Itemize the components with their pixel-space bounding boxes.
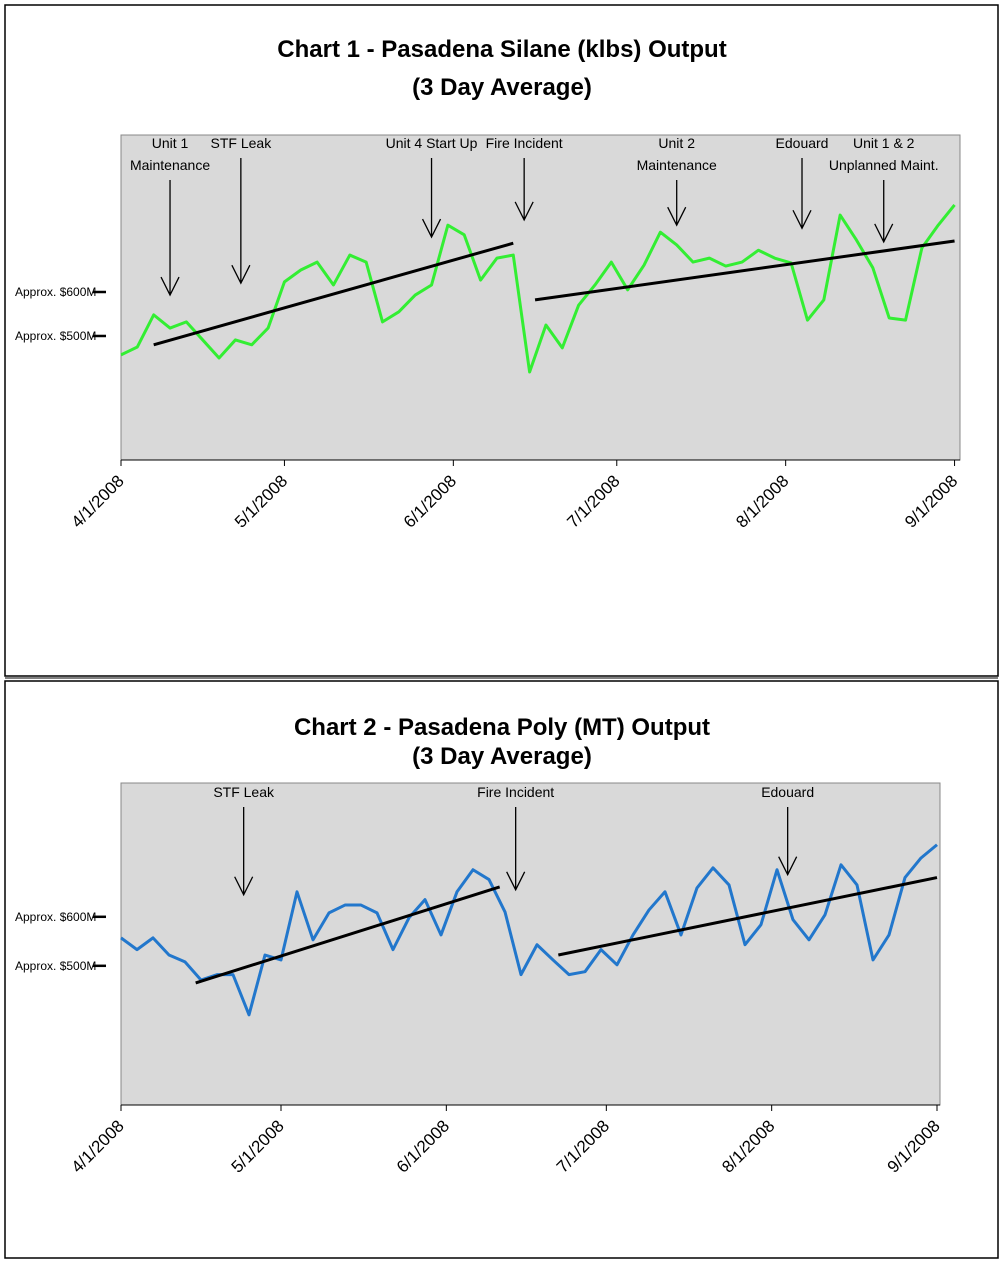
annotation-text: Unit 1 & 2 bbox=[853, 135, 915, 151]
y-tick-label: Approx. $600M bbox=[15, 285, 96, 299]
annotation-text: STF Leak bbox=[213, 784, 275, 800]
trendline bbox=[558, 876, 938, 957]
annotation-text: STF Leak bbox=[211, 135, 273, 151]
annotation-text: Unit 2 bbox=[658, 135, 695, 151]
chart-title: (3 Day Average) bbox=[412, 743, 592, 770]
annotation-text: Edouard bbox=[761, 784, 814, 800]
data-line bbox=[120, 203, 956, 374]
chart-title: Chart 2 - Pasadena Poly (MT) Output bbox=[294, 714, 710, 741]
y-tick-label: Approx. $500M bbox=[15, 959, 96, 973]
annotation-text: Fire Incident bbox=[486, 135, 563, 151]
annotation-arrow bbox=[231, 158, 251, 285]
annotation-arrow bbox=[874, 180, 894, 244]
trendline bbox=[195, 885, 501, 985]
annotation-text: Maintenance bbox=[130, 157, 210, 173]
annotation-arrow bbox=[234, 807, 254, 897]
annotation-arrow bbox=[778, 807, 798, 877]
chart-title: Chart 1 - Pasadena Silane (klbs) Output bbox=[277, 36, 726, 63]
y-tick-label: Approx. $600M bbox=[15, 910, 96, 924]
annotation-text: Unit 1 bbox=[152, 135, 189, 151]
data-line bbox=[120, 843, 938, 1017]
trendline bbox=[153, 241, 514, 347]
annotation-text: Maintenance bbox=[637, 157, 717, 173]
annotation-text: Edouard bbox=[776, 135, 829, 151]
annotation-arrow bbox=[160, 180, 180, 297]
annotation-arrow bbox=[792, 158, 812, 230]
annotation-arrow bbox=[421, 158, 442, 239]
chart-title: (3 Day Average) bbox=[412, 74, 592, 101]
annotation-text: Unplanned Maint. bbox=[829, 157, 939, 173]
annotation-arrow bbox=[514, 158, 534, 222]
y-tick-label: Approx. $500M bbox=[15, 329, 96, 343]
annotation-arrow bbox=[506, 807, 526, 892]
plot-area bbox=[120, 134, 961, 461]
plot-area bbox=[120, 782, 941, 1106]
annotation-text: Unit 4 Start Up bbox=[386, 135, 478, 151]
trendline bbox=[534, 239, 955, 302]
annotation-text: Fire Incident bbox=[477, 784, 554, 800]
annotation-arrow bbox=[667, 180, 687, 227]
